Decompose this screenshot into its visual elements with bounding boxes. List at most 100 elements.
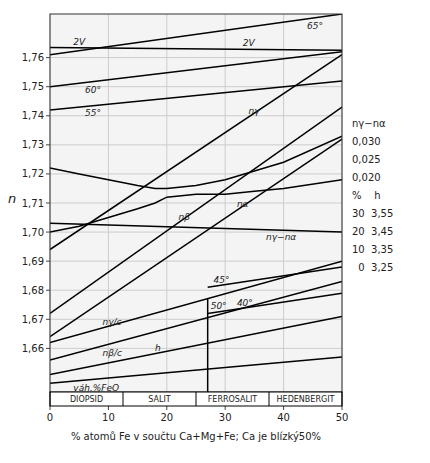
y-tick [46,86,50,87]
y-tick-label: 1,68 [22,285,44,296]
x-tick-label: 30 [219,412,232,423]
grid-line-y [50,319,342,320]
category-label: SALIT [148,395,171,404]
category-frame [50,392,342,406]
x-axis-label: % atomů Fe v součtu Ca+Mg+Fe; Ca je blíz… [71,431,321,442]
line-label: nβ/c [103,348,122,358]
series-line [208,267,342,287]
x-tick [166,406,167,410]
line-label: 45° [214,275,230,285]
plot-frame [50,14,342,392]
grid-line-y [50,173,342,174]
x-tick [225,406,226,410]
line-label: nγ−nα [266,232,296,242]
y-tick-label: 1,66 [22,343,44,354]
line-label: 50° [211,301,227,311]
line-label: 2V [73,37,86,47]
y-tick-label: 1,73 [22,139,44,150]
y-tick [46,261,50,262]
series-line [50,55,342,250]
series-line [50,52,342,87]
annotation: % h [352,190,381,201]
annotation: 0,030 [352,136,381,147]
series-line [50,14,342,55]
y-tick-label: 1,70 [22,227,44,238]
category-label: HEDENBERGIT [277,395,335,404]
x-tick [342,406,343,410]
annotation: 30 3,55 [352,208,393,219]
series-line [50,261,342,342]
grid-line-y [50,232,342,233]
line-label: nγ/c [103,317,122,327]
series-line [208,293,342,313]
grid-line-y [50,203,342,204]
series-line [50,223,342,232]
y-tick [46,115,50,116]
y-tick-label: 1,67 [22,314,44,325]
line-label: 2V [243,38,256,48]
grid-line-y [50,290,342,291]
annotation: 20 3,45 [352,226,393,237]
category-edge [196,392,197,406]
y-tick [46,319,50,320]
x-tick [283,406,284,410]
plot-area [50,14,342,392]
line-label: nβ [178,212,190,222]
grid-line-y [50,144,342,145]
line-label: nα [237,199,249,209]
series-line [50,136,342,188]
x-tick-label: 50 [336,412,349,423]
y-tick [46,57,50,58]
y-tick-label: 1,71 [22,198,44,209]
line-label: 65° [307,21,323,31]
page: {"chart_data": { "type": "line", "xlabel… [0,0,430,463]
category-box: DIOPSID SALIT FERROSALIT HEDENBERGIT [50,392,342,406]
x-tick-label: 20 [160,412,173,423]
y-tick-label: 1,75 [22,81,44,92]
lines [50,14,342,392]
category-edge [50,392,51,406]
series-line [50,139,342,337]
y-tick [46,144,50,145]
chart: 1,661,671,681,691,701,711,721,731,741,75… [0,0,430,463]
y-tick [46,173,50,174]
line-labels: nγ/cnβ/chváh.%FeOnγnβnαnγ−nα2V2V65°60°55… [73,21,323,393]
line-label: 55° [85,108,101,118]
y-tick [46,203,50,204]
category-edge [269,392,270,406]
grid-line-y [50,261,342,262]
x-tick [50,406,51,410]
y-tick [46,348,50,349]
category-label: FERROSALIT [208,395,258,404]
x-tick-label: 10 [102,412,115,423]
annotation: 10 3,35 [352,244,393,255]
category-edge [342,392,343,406]
x-tick-label: 40 [277,412,290,423]
series-line [50,180,342,232]
annotation: nγ−nα [352,118,386,129]
x-tick-label: 0 [47,412,53,423]
series-line [207,299,209,392]
series-line [50,282,342,361]
right-annotations: nγ−nα 0,030 0,025 0,020 % h 30 3,55 20 3,45 10 … [352,118,393,273]
annotation: 0,020 [352,172,381,183]
y-tick [46,232,50,233]
y-tick-label: 1,74 [22,110,44,121]
y-tick-label: 1,72 [22,168,44,179]
line-label: nγ [249,106,261,116]
line-label: 40° [237,298,253,308]
line-label: 60° [85,85,101,95]
category-edge [123,392,124,406]
series-line [50,316,342,374]
annotation: 0 3,25 [352,262,393,273]
y-tick [46,290,50,291]
line-label: h [155,343,161,353]
y-axis-label: n [8,191,16,206]
category-label: DIOPSID [70,395,103,404]
series-line [50,357,342,383]
x-tick [108,406,109,410]
grid [50,14,342,392]
annotation: 0,025 [352,154,381,165]
series-line [50,81,342,110]
y-tick-label: 1,76 [22,52,44,63]
